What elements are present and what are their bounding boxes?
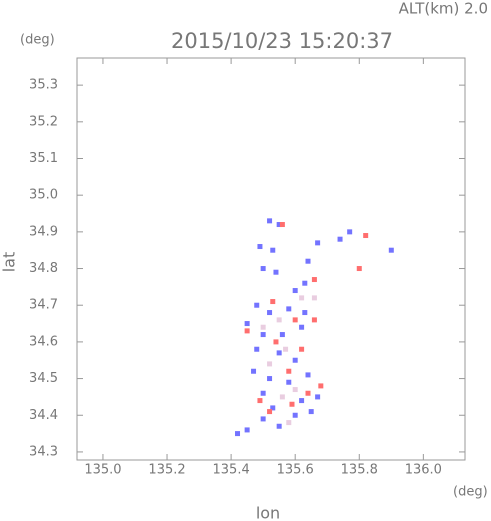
radar-cell bbox=[244, 328, 250, 334]
y-tick-label: 34.3 bbox=[29, 444, 58, 459]
radar-cell bbox=[260, 266, 266, 272]
radar-cell bbox=[305, 390, 311, 396]
x-tick-label: 136.0 bbox=[405, 463, 442, 478]
radar-cell bbox=[260, 390, 266, 396]
radar-cell bbox=[267, 376, 273, 382]
radar-cell bbox=[308, 409, 314, 415]
radar-cell bbox=[311, 277, 317, 283]
radar-cell bbox=[235, 431, 241, 437]
y-tick-label: 34.4 bbox=[29, 408, 58, 423]
radar-cell bbox=[299, 398, 305, 404]
radar-cell bbox=[276, 222, 282, 228]
radar-cell bbox=[305, 372, 311, 378]
radar-cell bbox=[270, 405, 276, 411]
radar-cell bbox=[276, 423, 282, 429]
radar-cell bbox=[292, 357, 298, 363]
radar-cell bbox=[289, 401, 295, 407]
radar-cell bbox=[270, 299, 276, 305]
chart-title: 2015/10/23 15:20:37 bbox=[171, 29, 393, 53]
radar-cell bbox=[315, 240, 321, 246]
radar-cell bbox=[257, 398, 263, 404]
radar-cell bbox=[244, 321, 250, 327]
radar-cell bbox=[267, 218, 273, 224]
radar-cell bbox=[299, 324, 305, 330]
y-tick-label: 34.7 bbox=[29, 298, 58, 313]
radar-cell bbox=[305, 258, 311, 264]
radar-cell bbox=[276, 350, 282, 356]
radar-cell bbox=[299, 346, 305, 352]
radar-cell bbox=[257, 244, 263, 250]
y-tick-label: 35.2 bbox=[29, 114, 58, 129]
radar-cell bbox=[267, 310, 273, 316]
x-tick-label: 135.2 bbox=[148, 463, 185, 478]
radar-cell bbox=[347, 229, 353, 235]
radar-cell bbox=[292, 317, 298, 323]
radar-cell bbox=[267, 361, 273, 367]
y-tick-label: 35.1 bbox=[29, 151, 58, 166]
radar-cell bbox=[292, 288, 298, 294]
y-tick-label: 34.9 bbox=[29, 224, 58, 239]
radar-cell bbox=[260, 324, 266, 330]
radar-cell bbox=[260, 416, 266, 422]
radar-cell bbox=[286, 368, 292, 374]
radar-cell bbox=[286, 420, 292, 426]
radar-cell bbox=[302, 280, 308, 286]
radar-cell bbox=[311, 317, 317, 323]
x-unit: (deg) bbox=[453, 485, 488, 500]
radar-cell bbox=[292, 412, 298, 418]
radar-cell bbox=[299, 295, 305, 301]
radar-cell bbox=[318, 383, 324, 389]
plot-frame bbox=[76, 57, 466, 461]
radar-cell bbox=[388, 247, 394, 253]
radar-cell bbox=[244, 427, 250, 433]
y-tick-label: 35.0 bbox=[29, 188, 58, 203]
radar-cell bbox=[273, 339, 279, 345]
y-tick-label: 34.6 bbox=[29, 334, 58, 349]
radar-cell bbox=[315, 394, 321, 400]
radar-cell bbox=[279, 332, 285, 338]
radar-cell bbox=[279, 222, 285, 228]
radar-cell bbox=[286, 379, 292, 385]
y-tick-label: 34.8 bbox=[29, 261, 58, 276]
annotation: ALT(km) 2.0 bbox=[399, 0, 488, 18]
radar-cell bbox=[286, 306, 292, 312]
radar-cell bbox=[311, 295, 317, 301]
radar-cell bbox=[292, 387, 298, 393]
radar-cell bbox=[267, 409, 273, 415]
radar-cell bbox=[356, 266, 362, 272]
radar-cell bbox=[302, 310, 308, 316]
x-tick-label: 135.4 bbox=[213, 463, 250, 478]
radar-cell bbox=[254, 346, 260, 352]
radar-cell bbox=[254, 302, 260, 308]
x-tick-label: 135.0 bbox=[84, 463, 121, 478]
radar-cell bbox=[363, 233, 369, 239]
radar-cell bbox=[279, 394, 285, 400]
radar-cell bbox=[251, 368, 257, 374]
radar-cell bbox=[260, 332, 266, 338]
radar-cell bbox=[273, 269, 279, 275]
radar-cell bbox=[270, 247, 276, 253]
radar-cell bbox=[283, 346, 289, 352]
y-axis-label: lat bbox=[0, 252, 19, 273]
y-unit: (deg) bbox=[20, 33, 55, 48]
x-axis-label: lon bbox=[256, 504, 280, 521]
y-tick-label: 35.3 bbox=[29, 78, 58, 93]
radar-cell bbox=[337, 236, 343, 242]
y-tick-label: 34.5 bbox=[29, 371, 58, 386]
x-tick-label: 135.6 bbox=[277, 463, 314, 478]
radar-cell bbox=[276, 317, 282, 323]
x-tick-label: 135.8 bbox=[341, 463, 378, 478]
